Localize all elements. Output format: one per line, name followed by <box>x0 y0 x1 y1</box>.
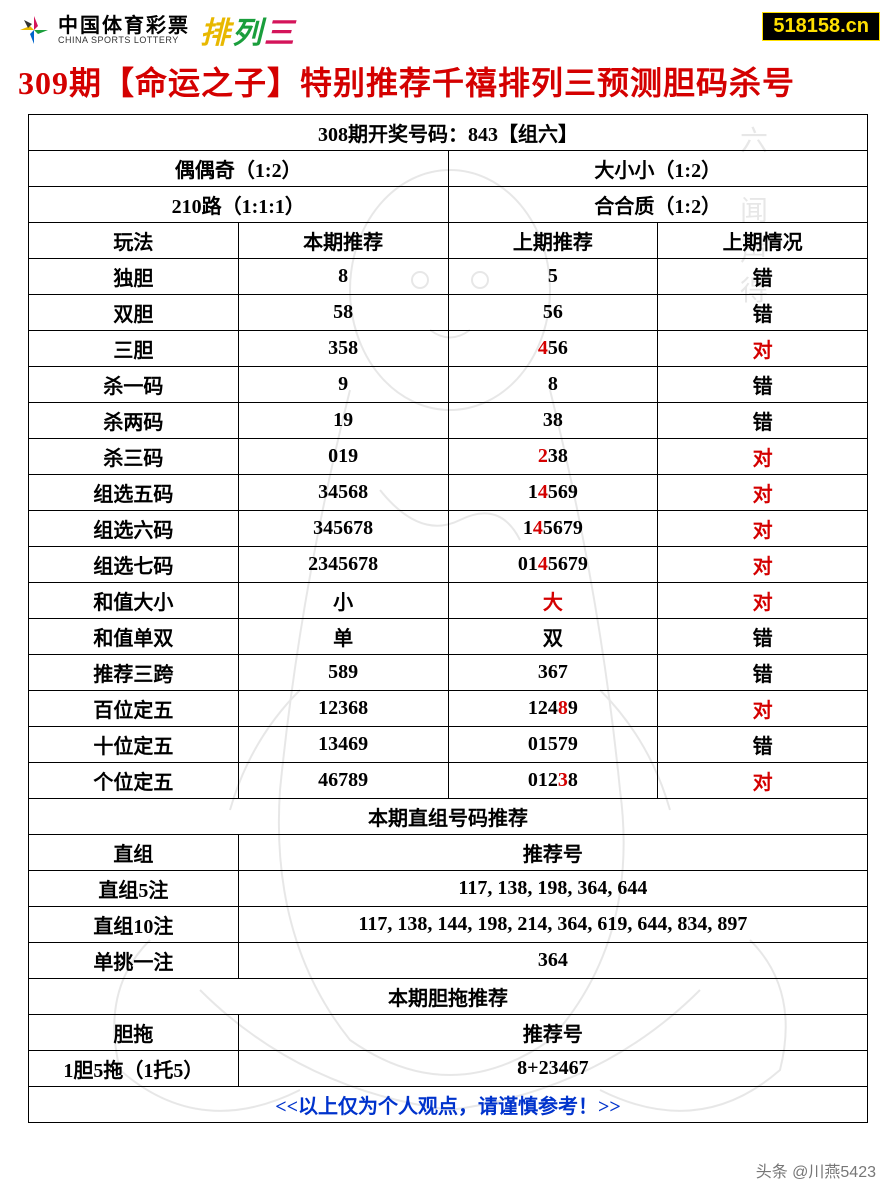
row-method: 杀三码 <box>29 439 239 475</box>
col-header-method: 玩法 <box>29 223 239 259</box>
row-prev: 双 <box>448 619 658 655</box>
footer-note: <<以上仅为个人观点，请谨慎参考！>> <box>29 1087 868 1123</box>
row-prev: 38 <box>448 403 658 439</box>
prediction-table: 308期开奖号码：843【组六】 偶偶奇（1:2） 大小小（1:2） 210路（… <box>0 114 896 1123</box>
row-current: 单 <box>238 619 448 655</box>
row-prev: 14569 <box>448 475 658 511</box>
row-result: 错 <box>658 295 868 331</box>
row-current: 34568 <box>238 475 448 511</box>
row-prev: 大 <box>448 583 658 619</box>
dantuo-header-right: 推荐号 <box>238 1015 867 1051</box>
dantuo-header-left: 胆拖 <box>29 1015 239 1051</box>
row-current: 9 <box>238 367 448 403</box>
draw-info: 308期开奖号码：843【组六】 <box>29 115 868 151</box>
row-prev: 456 <box>448 331 658 367</box>
row-method: 三胆 <box>29 331 239 367</box>
row-method: 杀一码 <box>29 367 239 403</box>
dantuo-row-label: 1胆5拖（1托5） <box>29 1051 239 1087</box>
summary-big-small: 大小小（1:2） <box>448 151 868 187</box>
row-current: 58 <box>238 295 448 331</box>
zhizu-row-label: 直组5注 <box>29 871 239 907</box>
dantuo-row-value: 8+23467 <box>238 1051 867 1087</box>
logo-en-text: CHINA SPORTS LOTTERY <box>58 36 190 45</box>
summary-prime: 合合质（1:2） <box>448 187 868 223</box>
row-prev: 367 <box>448 655 658 691</box>
row-current: 8 <box>238 259 448 295</box>
row-current: 589 <box>238 655 448 691</box>
zhizu-header-right: 推荐号 <box>238 835 867 871</box>
row-current: 19 <box>238 403 448 439</box>
col-header-current: 本期推荐 <box>238 223 448 259</box>
row-current: 358 <box>238 331 448 367</box>
zhizu-section-title: 本期直组号码推荐 <box>29 799 868 835</box>
row-prev: 01579 <box>448 727 658 763</box>
row-prev: 145679 <box>448 511 658 547</box>
row-method: 和值大小 <box>29 583 239 619</box>
row-method: 双胆 <box>29 295 239 331</box>
row-prev: 01238 <box>448 763 658 799</box>
row-result: 对 <box>658 331 868 367</box>
zhizu-row-label: 直组10注 <box>29 907 239 943</box>
row-result: 对 <box>658 475 868 511</box>
watermark: 头条 @川燕5423 <box>756 1158 876 1182</box>
row-prev: 238 <box>448 439 658 475</box>
row-current: 小 <box>238 583 448 619</box>
zhizu-row-value: 117, 138, 144, 198, 214, 364, 619, 644, … <box>238 907 867 943</box>
row-result: 对 <box>658 511 868 547</box>
row-result: 对 <box>658 691 868 727</box>
row-result: 错 <box>658 727 868 763</box>
row-method: 十位定五 <box>29 727 239 763</box>
dantuo-section-title: 本期胆拖推荐 <box>29 979 868 1015</box>
row-result: 对 <box>658 439 868 475</box>
col-header-prev: 上期推荐 <box>448 223 658 259</box>
summary-route: 210路（1:1:1） <box>29 187 449 223</box>
row-method: 和值单双 <box>29 619 239 655</box>
row-method: 组选六码 <box>29 511 239 547</box>
row-result: 错 <box>658 403 868 439</box>
row-current: 345678 <box>238 511 448 547</box>
row-result: 错 <box>658 367 868 403</box>
zhizu-row-value: 117, 138, 198, 364, 644 <box>238 871 867 907</box>
row-method: 百位定五 <box>29 691 239 727</box>
row-prev: 12489 <box>448 691 658 727</box>
row-prev: 0145679 <box>448 547 658 583</box>
row-method: 组选五码 <box>29 475 239 511</box>
row-prev: 8 <box>448 367 658 403</box>
row-result: 对 <box>658 547 868 583</box>
lottery-logo-icon <box>16 12 52 48</box>
row-method: 独胆 <box>29 259 239 295</box>
row-result: 错 <box>658 619 868 655</box>
row-result: 错 <box>658 259 868 295</box>
row-method: 组选七码 <box>29 547 239 583</box>
row-prev: 5 <box>448 259 658 295</box>
zhizu-row-label: 单挑一注 <box>29 943 239 979</box>
lottery-logo: 中国体育彩票 CHINA SPORTS LOTTERY <box>16 12 190 48</box>
row-prev: 56 <box>448 295 658 331</box>
row-current: 2345678 <box>238 547 448 583</box>
logo-cn-text: 中国体育彩票 <box>58 16 190 36</box>
row-result: 对 <box>658 763 868 799</box>
row-method: 推荐三跨 <box>29 655 239 691</box>
col-header-result: 上期情况 <box>658 223 868 259</box>
row-current: 13469 <box>238 727 448 763</box>
zhizu-row-value: 364 <box>238 943 867 979</box>
header: 中国体育彩票 CHINA SPORTS LOTTERY 排 列 三 518158… <box>0 0 896 56</box>
main-title: 309期【命运之子】特别推荐千禧排列三预测胆码杀号 <box>0 56 896 114</box>
row-method: 杀两码 <box>29 403 239 439</box>
row-method: 个位定五 <box>29 763 239 799</box>
row-current: 019 <box>238 439 448 475</box>
zhizu-header-left: 直组 <box>29 835 239 871</box>
pailie-logo: 排 列 三 <box>200 8 294 52</box>
row-current: 46789 <box>238 763 448 799</box>
summary-odd-even: 偶偶奇（1:2） <box>29 151 449 187</box>
row-result: 对 <box>658 583 868 619</box>
url-badge: 518158.cn <box>762 12 880 41</box>
row-result: 错 <box>658 655 868 691</box>
row-current: 12368 <box>238 691 448 727</box>
